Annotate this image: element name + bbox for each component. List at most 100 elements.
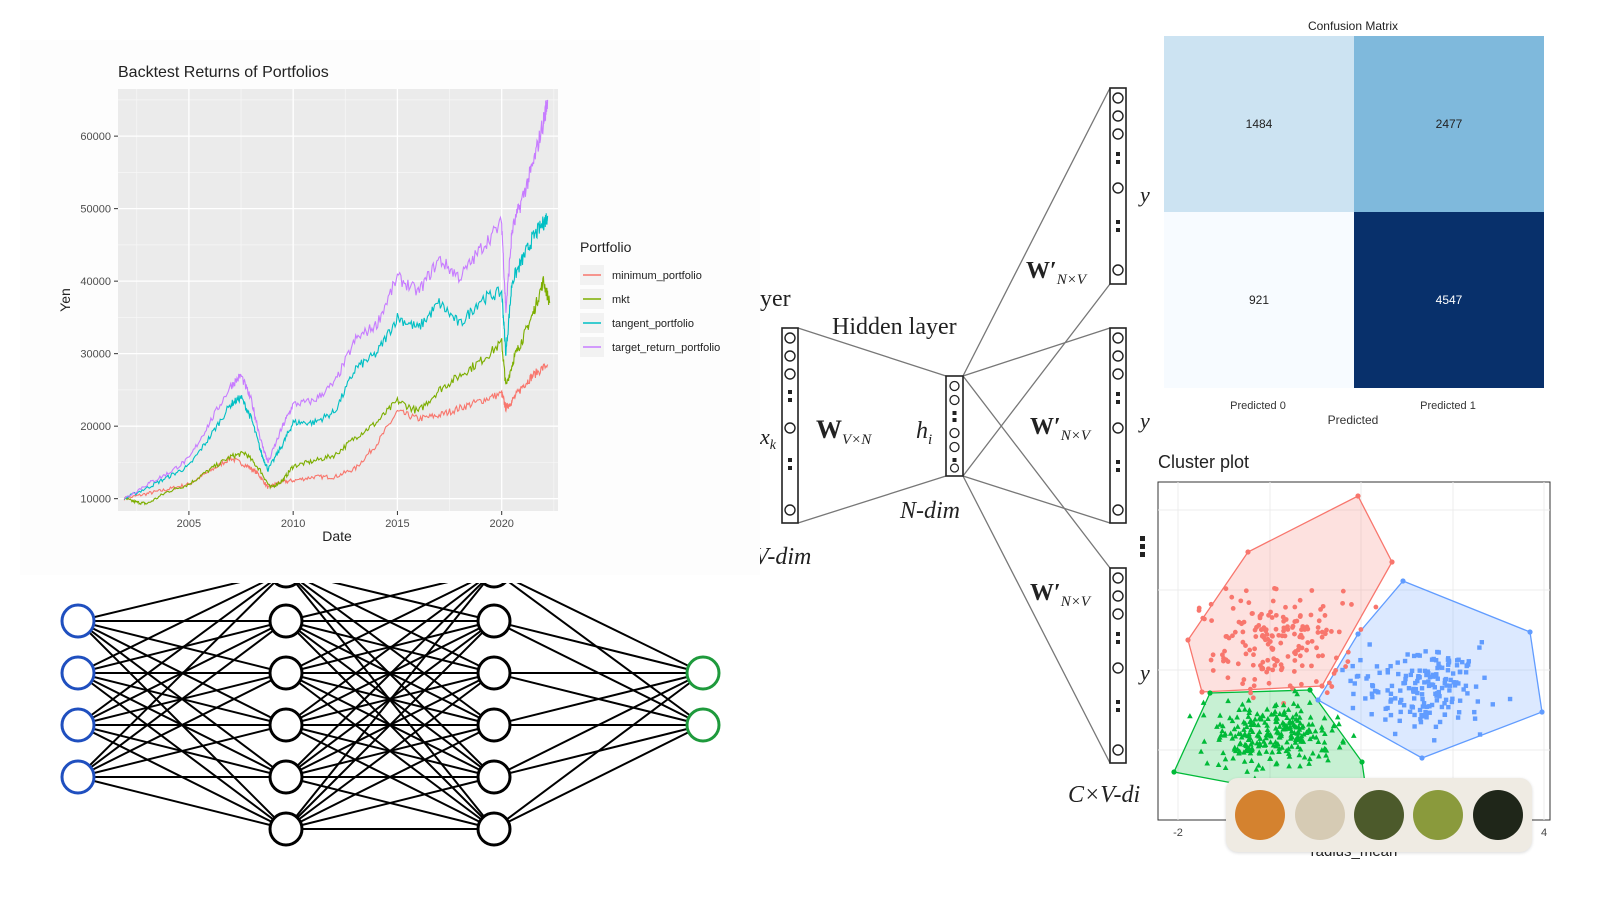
palette-swatch-4[interactable] <box>1472 790 1523 840</box>
cluster-point <box>1389 683 1395 689</box>
cluster-point <box>1229 717 1236 724</box>
cluster-point <box>1272 585 1277 591</box>
cluster-point <box>1286 750 1292 756</box>
palette-swatch-3[interactable] <box>1413 790 1464 840</box>
cluster-point <box>1264 632 1270 637</box>
cluster-point <box>1306 721 1312 727</box>
cluster-point <box>1304 729 1310 735</box>
nn-node-hidden1 <box>268 707 304 743</box>
cluster-point <box>1454 663 1460 668</box>
input-layer-label: yer <box>760 286 791 312</box>
cluster-point <box>1264 669 1270 675</box>
cluster-point <box>1350 663 1355 669</box>
cv-dim-label: C×V-di <box>1068 782 1140 808</box>
cluster-point <box>1270 598 1276 604</box>
cluster-point <box>1257 741 1264 748</box>
cluster-point <box>1352 681 1357 686</box>
cluster-point <box>1446 658 1452 663</box>
cluster-point <box>1403 673 1409 679</box>
cluster-point <box>1415 675 1421 680</box>
cluster-point <box>1373 604 1379 610</box>
cluster-point <box>1196 605 1202 611</box>
cluster-point <box>1331 670 1337 676</box>
cluster-point <box>1472 716 1478 721</box>
cluster-point <box>1279 744 1285 750</box>
cluster-point <box>1396 671 1401 677</box>
cluster-point <box>1398 688 1403 693</box>
cluster-point <box>1258 716 1265 722</box>
nn-node-hidden2 <box>476 811 512 847</box>
cluster-point <box>1417 668 1422 673</box>
cluster-point <box>1330 722 1337 729</box>
cluster-point <box>1447 688 1452 693</box>
cluster-point <box>1482 675 1487 680</box>
word2vec-diagram: yer Hidden layer xk WV×N hi N-dim V-dim … <box>754 87 1150 808</box>
nn-node-hidden2 <box>476 759 512 795</box>
cluster-point <box>1309 588 1315 593</box>
cluster-point <box>1336 721 1342 727</box>
cluster-point <box>1412 696 1417 701</box>
cluster-point <box>1427 704 1432 709</box>
cluster-point <box>1264 726 1271 733</box>
cluster-point <box>1227 715 1233 721</box>
cluster-point <box>1351 691 1356 697</box>
backtest-y-axis-label: Yen <box>57 288 73 312</box>
confusion-x-axis-label: Predicted <box>1328 413 1379 427</box>
cluster-point <box>1388 691 1394 697</box>
cluster-point <box>1305 626 1311 632</box>
nn-edge <box>77 672 287 778</box>
palette-swatch-1[interactable] <box>1294 790 1345 840</box>
cluster-point <box>1299 627 1304 633</box>
cluster-point <box>1334 714 1341 720</box>
cluster-point <box>1256 728 1263 735</box>
cluster-point <box>1323 747 1330 753</box>
nn-node-input <box>60 759 96 795</box>
palette-swatch-2[interactable] <box>1353 790 1404 840</box>
cluster-point <box>1274 715 1281 721</box>
cluster-point <box>1290 700 1297 706</box>
cluster-point <box>1241 726 1247 732</box>
cluster-point <box>1281 711 1288 717</box>
backtest-chart: Backtest Returns of Portfolios 10000 2000… <box>57 64 720 544</box>
cluster-point <box>1200 699 1207 705</box>
cluster-point <box>1260 626 1266 632</box>
cluster-point <box>1210 668 1216 673</box>
cluster-point <box>1208 601 1214 607</box>
cluster-point <box>1374 664 1380 669</box>
cluster-point <box>1424 672 1429 678</box>
cluster-point <box>1419 692 1425 697</box>
cluster-point <box>1251 652 1256 658</box>
cluster-point <box>1292 604 1298 610</box>
nn-node-input <box>60 603 96 639</box>
nn-node-output <box>685 655 721 691</box>
cluster-point <box>1423 709 1428 715</box>
nn-edge <box>493 620 704 674</box>
cluster-point <box>1246 600 1252 606</box>
cluster-point <box>1314 645 1319 651</box>
nn-node-hidden1 <box>268 759 304 795</box>
cluster-point <box>1288 743 1295 749</box>
palette-swatch-0[interactable] <box>1235 790 1286 840</box>
cluster-point <box>1432 685 1437 690</box>
cluster-point <box>1410 705 1416 710</box>
cluster-point <box>1385 667 1390 673</box>
cluster-point <box>1297 653 1303 659</box>
confusion-matrix-panel: Confusion Matrix 1484 2477 921 4547 Predict… <box>1160 10 1560 450</box>
cluster-point <box>1225 659 1231 664</box>
cluster-point <box>1259 611 1264 617</box>
backtest-title: Backtest Returns of Portfolios <box>118 64 329 81</box>
cluster-point <box>1296 726 1303 732</box>
cluster-point <box>1316 753 1322 759</box>
cluster-point <box>1309 663 1314 669</box>
cluster-point <box>1201 738 1208 744</box>
cluster-point <box>1450 696 1455 701</box>
cluster-point <box>1452 683 1458 688</box>
cluster-point <box>1433 674 1439 679</box>
cluster-point <box>1285 654 1291 659</box>
cluster-point <box>1204 760 1211 766</box>
output-y-label-3: y <box>1138 660 1150 685</box>
cluster-point <box>1309 638 1315 644</box>
cluster-point <box>1460 659 1465 665</box>
cluster-point <box>1463 683 1469 689</box>
cluster-point <box>1395 660 1400 665</box>
